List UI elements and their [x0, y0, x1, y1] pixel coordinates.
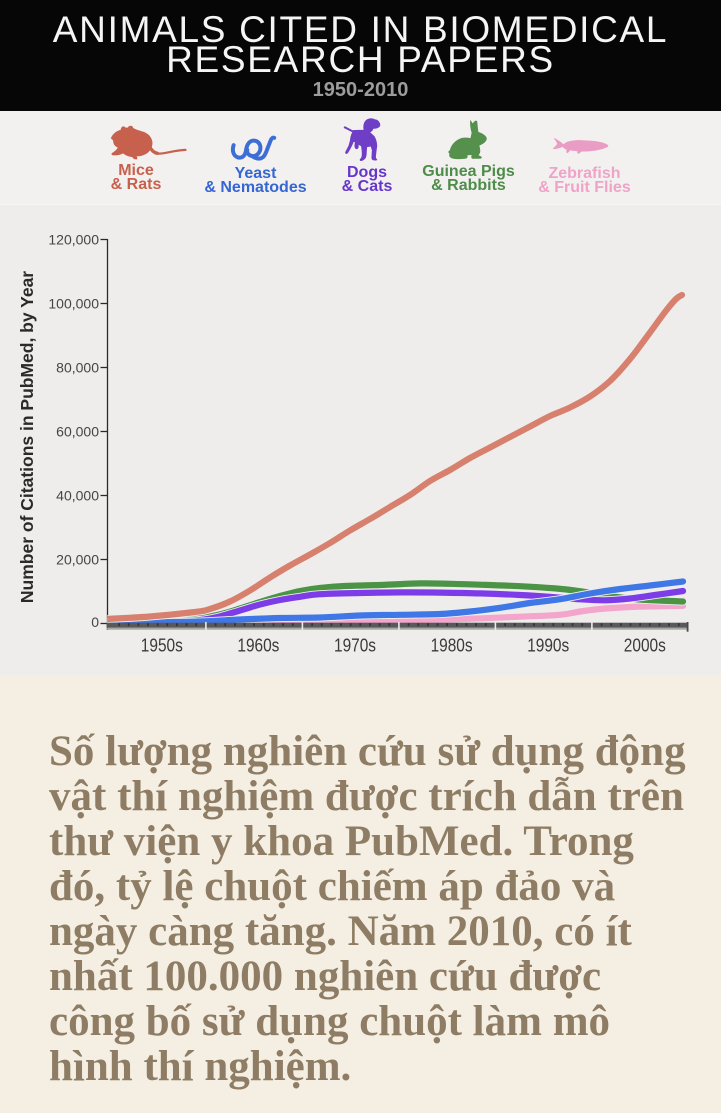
- svg-text:60,000: 60,000: [56, 424, 99, 440]
- svg-text:2000s: 2000s: [624, 636, 666, 656]
- svg-text:1950s: 1950s: [141, 636, 183, 656]
- svg-text:120,000: 120,000: [48, 232, 99, 248]
- svg-text:1970s: 1970s: [334, 636, 376, 656]
- svg-text:1990s: 1990s: [527, 636, 569, 656]
- svg-text:40,000: 40,000: [56, 488, 99, 504]
- svg-text:20,000: 20,000: [56, 552, 99, 568]
- svg-text:Number of Citations in PubMed,: Number of Citations in PubMed, by Year: [17, 271, 37, 603]
- svg-text:0: 0: [91, 614, 99, 630]
- svg-text:1980s: 1980s: [431, 636, 473, 656]
- svg-text:80,000: 80,000: [56, 360, 99, 376]
- svg-text:100,000: 100,000: [48, 296, 99, 312]
- svg-text:1960s: 1960s: [237, 636, 279, 656]
